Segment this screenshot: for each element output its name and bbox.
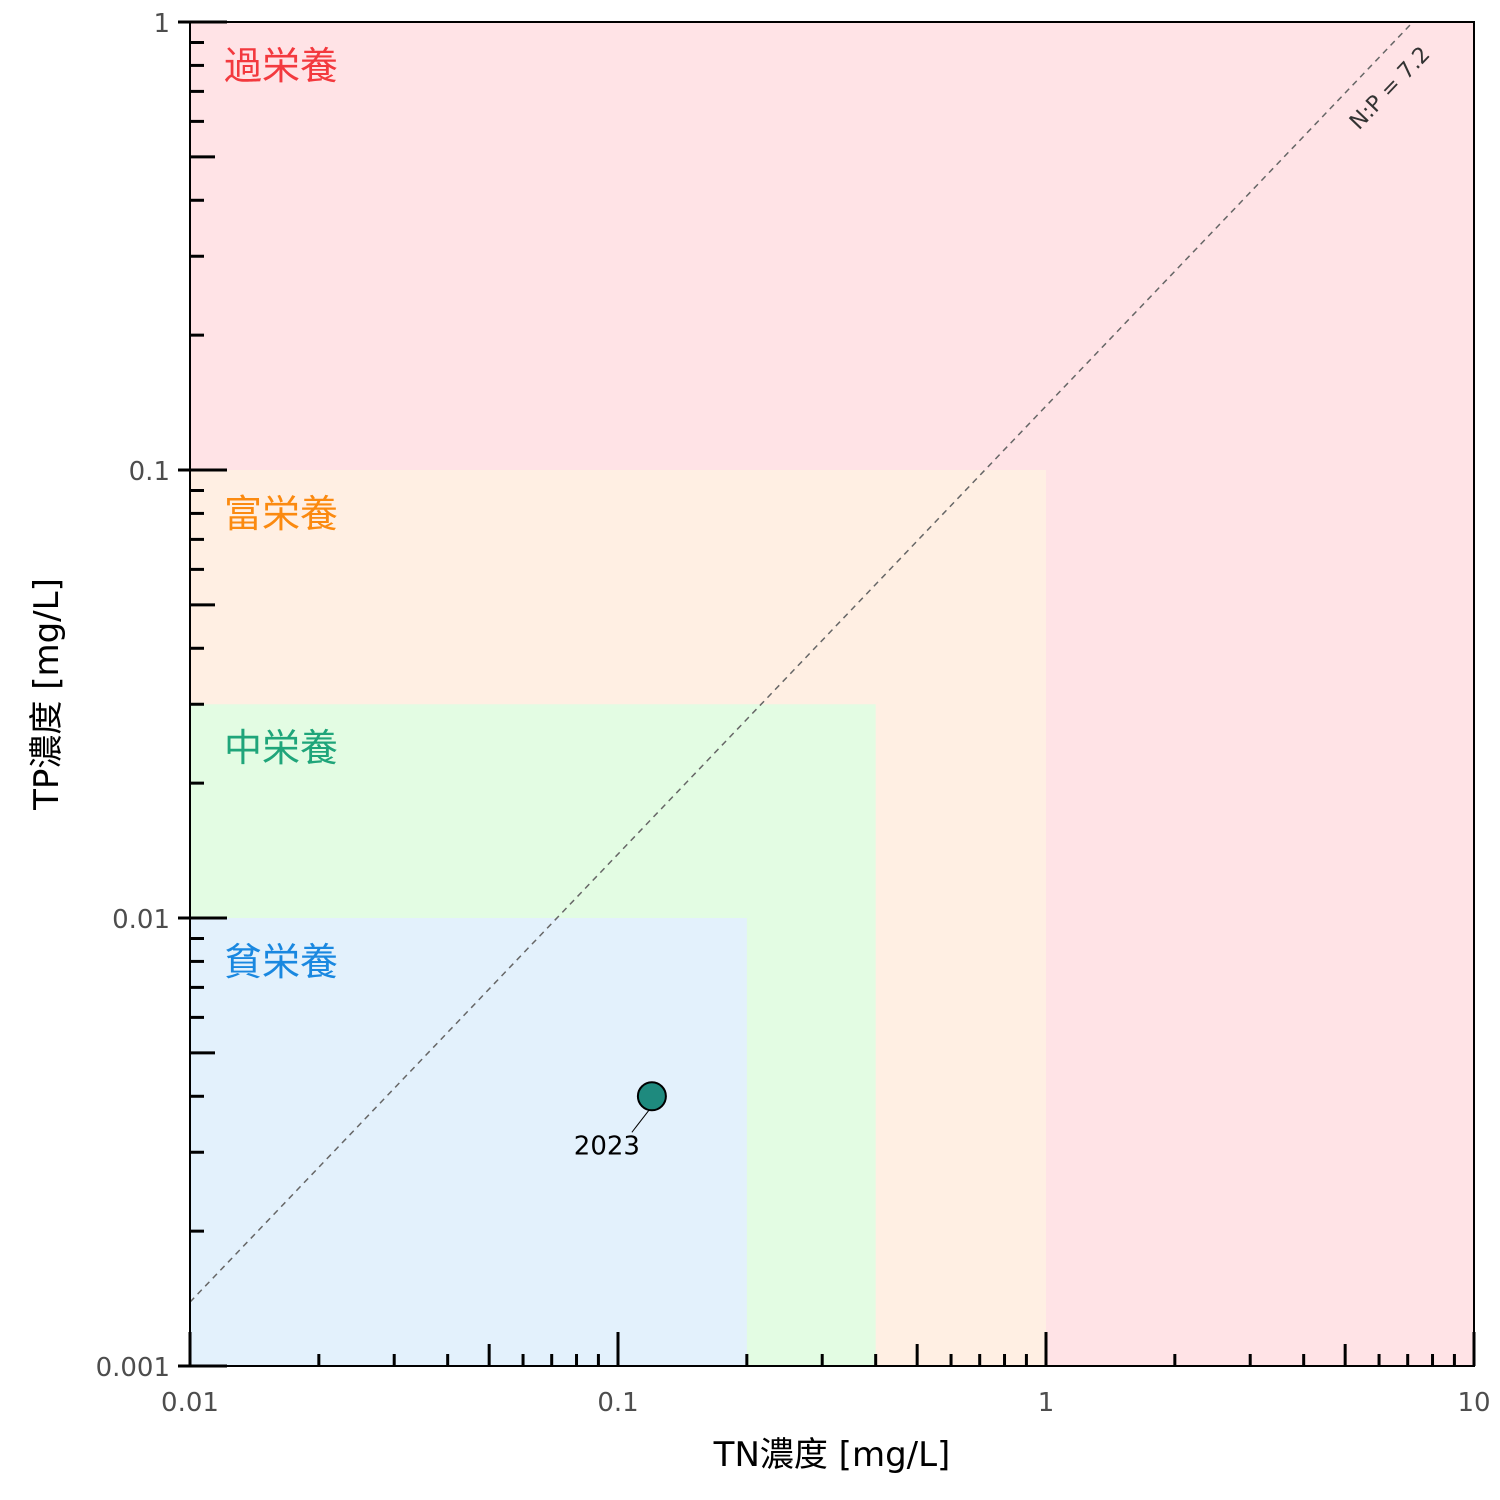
zone-label-1: 富栄養: [224, 492, 338, 536]
y-axis: 0.001 0.01 0.1 1: [96, 9, 227, 1383]
y-axis-title: TP濃度 [mg/L]: [27, 578, 67, 811]
point-label-0: 2023: [574, 1131, 640, 1161]
x-tick-label-2: 1: [1038, 1388, 1055, 1418]
y-tick-label-0: 0.001: [96, 1353, 170, 1383]
np-ratio-line: [189, 21, 1414, 1303]
zone-label-3: 貧栄養: [224, 940, 338, 984]
x-tick-label-0: 0.01: [161, 1388, 219, 1418]
x-axis: 0.01 0.1 1 10: [161, 1332, 1491, 1418]
zone-label-2: 中栄養: [224, 726, 338, 770]
data-points: 2023: [574, 1081, 667, 1161]
plot-frame: [189, 21, 1475, 1367]
y-tick-label-1: 0.01: [112, 905, 170, 935]
trophic-zones: [190, 22, 1474, 1366]
x-axis-title: TN濃度 [mg/L]: [713, 1435, 951, 1475]
zone-label-0: 過栄養: [224, 44, 338, 88]
y-tick-label-3: 1: [153, 9, 170, 39]
y-tick-label-2: 0.1: [129, 457, 170, 487]
zone-rect-3: [190, 918, 747, 1366]
x-tick-label-1: 0.1: [597, 1388, 638, 1418]
data-point-0: [636, 1081, 667, 1112]
x-tick-label-3: 10: [1457, 1388, 1490, 1418]
point-leader-0: [631, 1109, 650, 1133]
